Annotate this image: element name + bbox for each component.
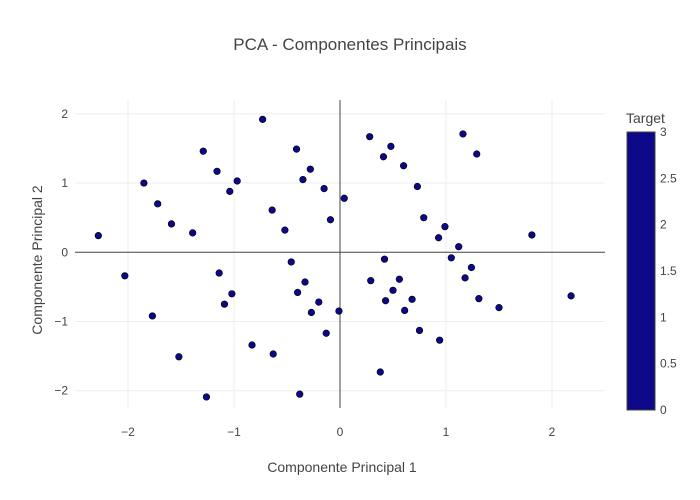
data-point bbox=[367, 277, 375, 285]
data-point bbox=[395, 275, 403, 283]
data-point bbox=[495, 304, 503, 312]
data-point bbox=[292, 145, 301, 153]
data-point bbox=[376, 368, 384, 376]
data-point bbox=[306, 165, 314, 173]
y-tick-label: 1 bbox=[61, 176, 68, 190]
data-point bbox=[415, 326, 424, 335]
colorbar-ticks: 0 0.5 1 1.5 2 2.5 3 bbox=[660, 125, 677, 417]
data-point bbox=[467, 263, 476, 272]
data-point bbox=[473, 150, 481, 158]
colorbar-title: Target bbox=[626, 110, 665, 126]
data-point bbox=[121, 272, 129, 280]
colorbar-gradient bbox=[626, 131, 656, 411]
data-point bbox=[400, 162, 408, 170]
y-axis-ticks: −2 −1 0 1 2 bbox=[54, 107, 68, 398]
data-point bbox=[259, 115, 267, 123]
data-point bbox=[269, 350, 277, 358]
x-tick-label: 1 bbox=[443, 425, 450, 439]
data-point bbox=[401, 306, 409, 315]
data-point bbox=[154, 200, 162, 208]
data-point bbox=[381, 297, 390, 305]
x-tick-label: 0 bbox=[337, 425, 344, 439]
colorbar-tick-label: 0 bbox=[660, 403, 667, 417]
data-point bbox=[420, 214, 428, 222]
y-tick-label: 0 bbox=[61, 245, 68, 259]
x-axis-ticks: −2 −1 0 1 2 bbox=[121, 425, 556, 439]
data-point bbox=[248, 341, 256, 349]
data-point bbox=[335, 307, 343, 315]
data-point bbox=[322, 329, 330, 337]
data-point bbox=[199, 147, 207, 155]
data-point bbox=[220, 300, 229, 308]
data-point bbox=[287, 258, 295, 266]
data-point bbox=[268, 206, 276, 214]
data-point bbox=[294, 288, 302, 297]
data-point bbox=[475, 295, 483, 303]
data-point bbox=[455, 243, 463, 251]
data-point bbox=[140, 179, 148, 187]
colorbar-tick-label: 2 bbox=[660, 218, 667, 232]
data-point bbox=[215, 269, 223, 277]
y-tick-label: −1 bbox=[54, 314, 68, 328]
data-point bbox=[326, 216, 335, 224]
data-point bbox=[379, 153, 388, 161]
colorbar: Target 0 0.5 1 1.5 2 2.5 3 bbox=[626, 110, 677, 417]
data-point bbox=[202, 393, 211, 401]
data-point bbox=[307, 308, 315, 317]
data-point bbox=[228, 290, 236, 298]
data-point bbox=[233, 177, 241, 185]
x-tick-label: −2 bbox=[121, 425, 135, 439]
data-point bbox=[389, 286, 397, 294]
data-point bbox=[148, 312, 156, 320]
y-tick-label: −2 bbox=[54, 384, 68, 398]
data-point bbox=[315, 298, 323, 306]
colorbar-tick-label: 1.5 bbox=[660, 264, 677, 278]
data-point bbox=[94, 232, 102, 240]
data-point bbox=[226, 187, 234, 195]
data-point bbox=[436, 336, 444, 344]
data-points bbox=[94, 115, 575, 401]
data-point bbox=[434, 234, 443, 242]
data-point bbox=[167, 220, 176, 228]
y-tick-label: 2 bbox=[61, 107, 68, 121]
chart-title: PCA - Componentes Principais bbox=[233, 35, 466, 54]
data-point bbox=[340, 194, 348, 202]
data-point bbox=[175, 353, 183, 361]
data-point bbox=[301, 278, 309, 286]
colorbar-tick-label: 0.5 bbox=[660, 357, 677, 371]
colorbar-tick-label: 1 bbox=[660, 310, 667, 324]
data-point bbox=[528, 231, 536, 239]
data-point bbox=[281, 226, 289, 234]
data-point bbox=[441, 223, 449, 231]
colorbar-tick-label: 3 bbox=[660, 125, 667, 139]
data-point bbox=[380, 255, 389, 263]
zero-lines bbox=[75, 100, 605, 408]
data-point bbox=[320, 184, 328, 193]
x-tick-label: 2 bbox=[549, 425, 556, 439]
data-point bbox=[459, 130, 467, 138]
data-point bbox=[461, 274, 469, 282]
data-point bbox=[567, 292, 575, 300]
x-axis-title: Componente Principal 1 bbox=[267, 459, 417, 475]
x-tick-label: −1 bbox=[227, 425, 241, 439]
data-point bbox=[387, 142, 395, 150]
data-point bbox=[413, 182, 421, 191]
data-point bbox=[213, 167, 221, 175]
colorbar-tick-label: 2.5 bbox=[660, 171, 677, 185]
data-point bbox=[447, 254, 455, 262]
data-point bbox=[408, 295, 416, 303]
data-point bbox=[296, 390, 304, 398]
data-point bbox=[299, 175, 307, 184]
y-axis-title: Componente Principal 2 bbox=[29, 185, 45, 335]
data-point bbox=[189, 229, 197, 237]
data-point bbox=[366, 133, 374, 141]
